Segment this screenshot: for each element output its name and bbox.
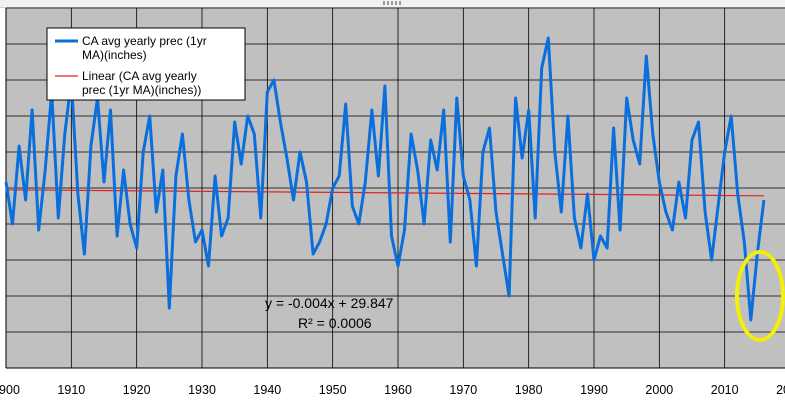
legend-label-trend: Linear (CA avg yearly prec (1yr MA)(inche… xyxy=(82,69,201,97)
x-tick-labels: 1900 1910 1920 1930 1940 1950 1960 1970 1980 1990… xyxy=(0,383,785,397)
x-tick-label: 1940 xyxy=(253,383,281,397)
x-tick-label: 1910 xyxy=(57,383,85,397)
x-tick-label: 1960 xyxy=(384,383,412,397)
x-tick-label: 2020 xyxy=(776,383,785,397)
x-tick-label: 2010 xyxy=(711,383,739,397)
legend-label-precipitation: CA avg yearly prec (1yr MA)(inches) xyxy=(82,34,207,62)
x-tick-label: 1980 xyxy=(515,383,543,397)
highlight-ellipse xyxy=(735,250,785,342)
x-tick-label: 1900 xyxy=(0,383,20,397)
x-tick-label: 2000 xyxy=(645,383,673,397)
legend: CA avg yearly prec (1yr MA)(inches) Linea… xyxy=(46,27,246,101)
series-line-precipitation xyxy=(4,36,766,322)
trendline-r-squared: R² = 0.0006 xyxy=(298,315,372,331)
legend-box xyxy=(46,27,246,101)
x-tick-label: 1970 xyxy=(449,383,477,397)
resize-grip-icon[interactable] xyxy=(383,1,403,5)
x-tick-label: 1930 xyxy=(188,383,216,397)
x-tick-label: 1920 xyxy=(123,383,151,397)
window-top-bar xyxy=(0,0,785,8)
x-tick-label: 1990 xyxy=(580,383,608,397)
trendline-equation: y = -0.004x + 29.847 xyxy=(265,295,394,311)
trend-line xyxy=(5,189,764,197)
x-tick-label: 1950 xyxy=(319,383,347,397)
